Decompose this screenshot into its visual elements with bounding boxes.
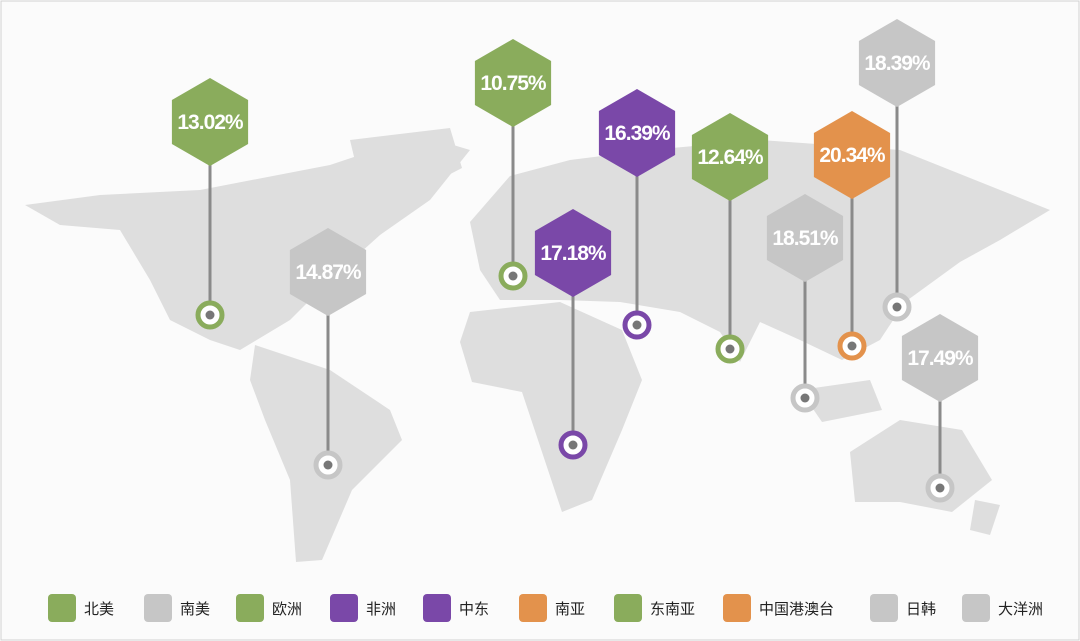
eurasia [470, 140, 1050, 362]
north-america [25, 135, 470, 350]
legend-label: 大洋洲 [998, 600, 1043, 618]
hexagon [474, 39, 552, 127]
greenland [350, 128, 462, 200]
legend-item: 北美 [48, 594, 114, 622]
pin-dot [935, 483, 945, 493]
marker: 18.51% [766, 194, 844, 413]
hexagon [289, 228, 367, 316]
marker: 14.87% [289, 228, 367, 480]
legend-swatch [519, 594, 547, 622]
marker-label: 17.18% [540, 242, 607, 265]
legend-item: 欧洲 [236, 594, 302, 622]
hexagon [858, 19, 936, 107]
legend-swatch [423, 594, 451, 622]
markers: 13.02% 14.87% 10.75% 17.18% 16.39% 12.64% 18.5… [171, 19, 979, 503]
world-map [25, 128, 1050, 562]
pin-dot [725, 344, 735, 354]
marker-label: 14.87% [295, 261, 362, 284]
legend-swatch [614, 594, 642, 622]
legend-label: 南美 [180, 600, 210, 618]
australia [850, 420, 992, 512]
new-zealand [970, 500, 1000, 535]
hexagon [534, 209, 612, 297]
marker: 18.39% [858, 19, 936, 322]
legend-label: 南亚 [555, 600, 585, 618]
marker: 17.18% [534, 209, 612, 460]
hexagon [901, 314, 979, 402]
marker-label: 13.02% [177, 111, 244, 134]
marker: 20.34% [813, 111, 891, 361]
legend-item: 南亚 [519, 594, 585, 622]
pin-dot [323, 460, 333, 470]
legend-label: 非洲 [366, 600, 396, 618]
legend-label: 日韩 [906, 600, 936, 618]
legend: 北美 南美 欧洲 非洲 中东 南亚 东南亚 中国港澳台 日韩 大洋洲 [48, 594, 1043, 622]
marker: 12.64% [691, 113, 769, 364]
legend-label: 欧洲 [272, 600, 302, 618]
legend-label: 中东 [459, 600, 489, 618]
legend-swatch [723, 594, 751, 622]
marker-label: 10.75% [480, 72, 547, 95]
legend-swatch [236, 594, 264, 622]
legend-swatch [144, 594, 172, 622]
legend-item: 日韩 [870, 594, 936, 622]
marker-label: 12.64% [697, 146, 764, 169]
marker-label: 17.49% [907, 347, 974, 370]
pin-dot [205, 310, 215, 320]
legend-swatch [48, 594, 76, 622]
marker-label: 20.34% [819, 144, 886, 167]
hexagon [598, 89, 676, 177]
pin-dot [847, 341, 857, 351]
marker: 13.02% [171, 78, 249, 330]
pin-dot [800, 393, 810, 403]
legend-item: 南美 [144, 594, 210, 622]
marker: 10.75% [474, 39, 552, 291]
legend-item: 中东 [423, 594, 489, 622]
legend-label: 北美 [84, 600, 114, 618]
hexagon [171, 78, 249, 166]
legend-label: 中国港澳台 [759, 600, 834, 618]
pin-dot [508, 271, 518, 281]
hexagon [691, 113, 769, 201]
marker-label: 18.51% [772, 227, 839, 250]
legend-swatch [330, 594, 358, 622]
legend-swatch [962, 594, 990, 622]
marker: 17.49% [901, 314, 979, 503]
legend-item: 东南亚 [614, 594, 695, 622]
hexagon [766, 194, 844, 282]
africa [460, 302, 642, 512]
marker-label: 16.39% [604, 122, 671, 145]
marker-label: 18.39% [864, 52, 931, 75]
legend-item: 中国港澳台 [723, 594, 834, 622]
pin-dot [892, 302, 902, 312]
legend-swatch [870, 594, 898, 622]
pin-dot [632, 320, 642, 330]
legend-item: 非洲 [330, 594, 396, 622]
pin-dot [568, 440, 578, 450]
marker: 16.39% [598, 89, 676, 340]
islands [800, 380, 882, 422]
legend-label: 东南亚 [650, 600, 695, 618]
hexagon [813, 111, 891, 199]
legend-item: 大洋洲 [962, 594, 1043, 622]
